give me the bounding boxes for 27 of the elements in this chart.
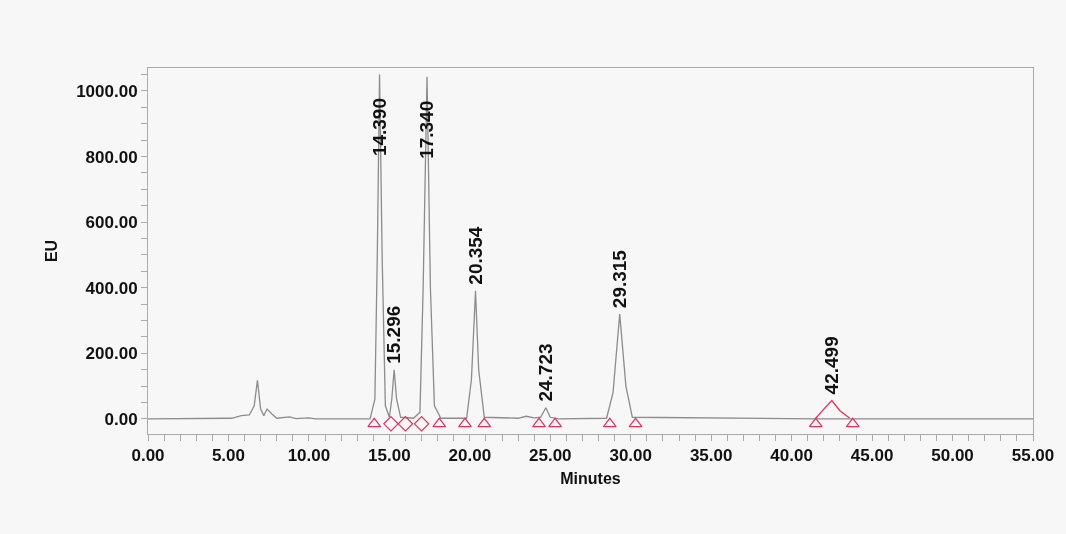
- annotation: 29.315: [609, 249, 631, 309]
- x-tick-label: 20.00: [448, 446, 492, 466]
- x-tick-label: 40.00: [770, 446, 813, 466]
- y-tick-label: 0.00: [104, 409, 138, 429]
- annotation: 24.723: [535, 343, 557, 402]
- y-tick-label: 600.00: [85, 213, 138, 233]
- x-tick-label: 55.00: [1011, 446, 1055, 466]
- y-tick-label: 800.00: [85, 147, 138, 167]
- annotation: 14.390: [368, 97, 390, 157]
- x-tick-label: 5.00: [211, 446, 245, 466]
- x-tick-label: 30.00: [609, 446, 652, 466]
- annotation: 15.296: [383, 305, 405, 364]
- x-tick-label: 50.00: [931, 446, 974, 466]
- x-tick-label: 10.00: [287, 446, 331, 466]
- annotation: 20.354: [465, 226, 487, 285]
- x-tick-label: 45.00: [850, 446, 894, 466]
- x-axis-title: Minutes: [560, 470, 621, 488]
- x-tick-label: 25.00: [529, 446, 572, 466]
- x-tick-label: 0.00: [131, 446, 165, 466]
- annotation: 17.340: [416, 100, 438, 159]
- y-tick-label: 200.00: [85, 344, 138, 364]
- annotation: 42.499: [821, 336, 843, 395]
- y-axis-title: EU: [43, 239, 61, 263]
- y-tick-label: 400.00: [85, 278, 138, 298]
- x-tick-label: 15.00: [368, 446, 411, 466]
- y-tick-label: 1000.00: [76, 81, 138, 101]
- x-tick-label: 35.00: [689, 446, 733, 466]
